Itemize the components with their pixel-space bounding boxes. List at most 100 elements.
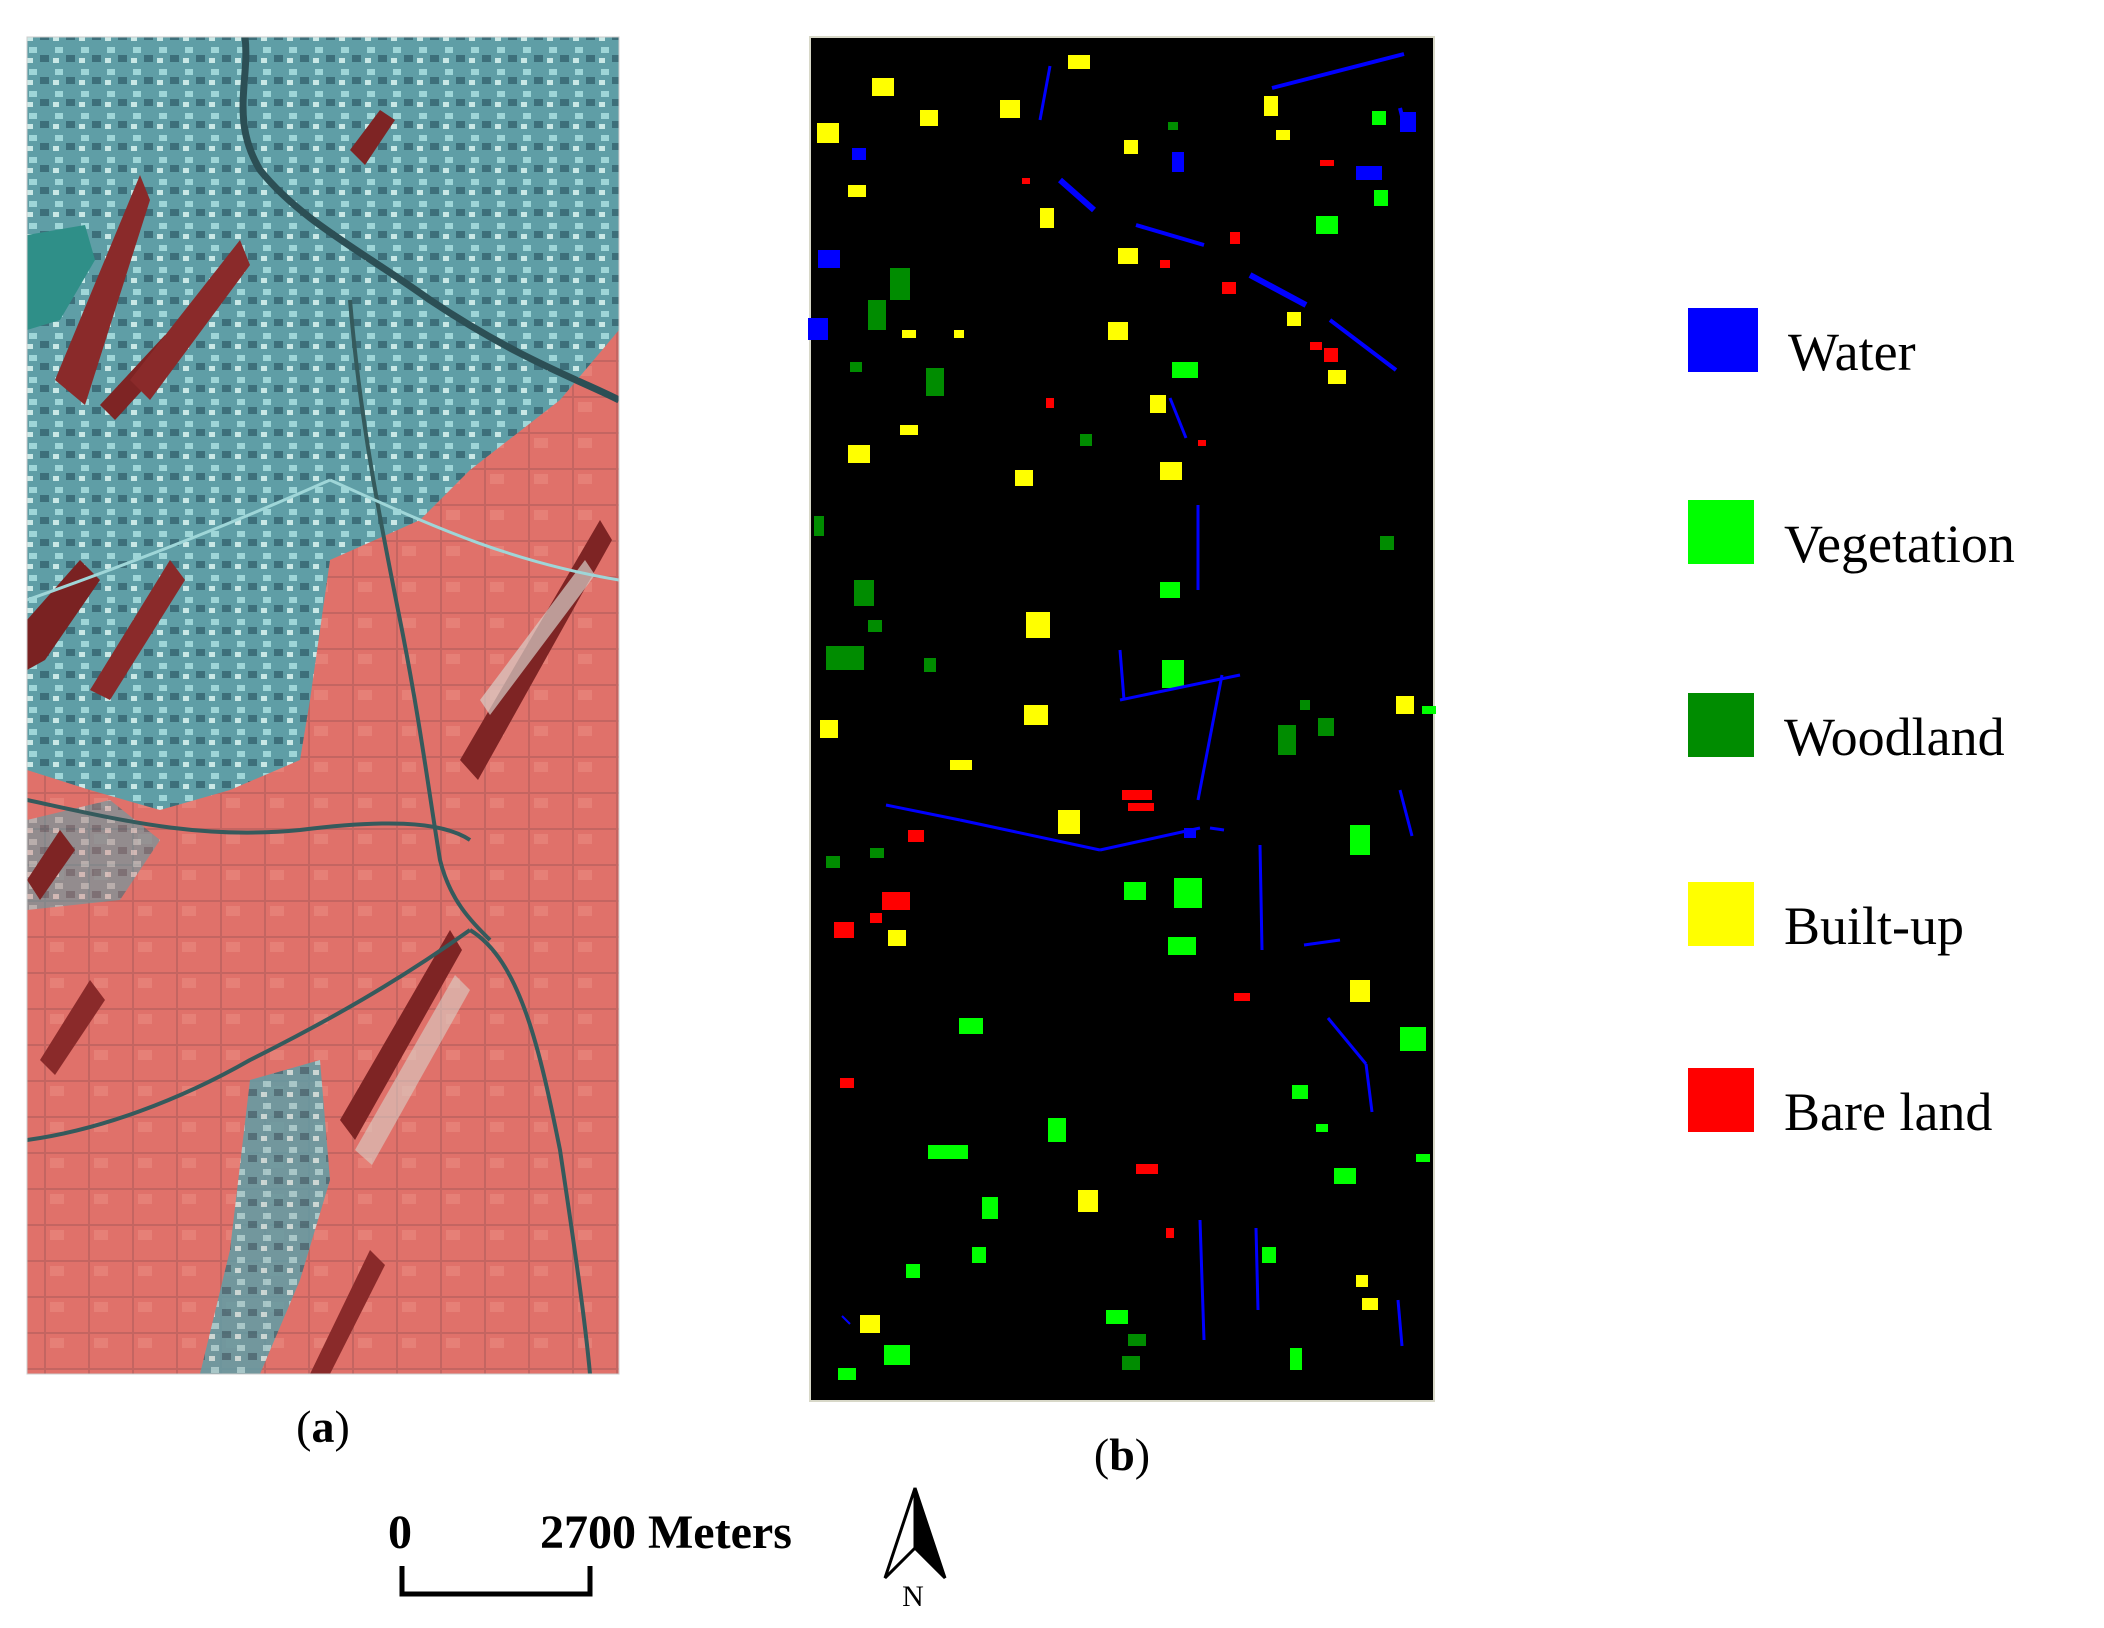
- sample-patch: [870, 913, 882, 923]
- sample-patch: [1160, 582, 1180, 598]
- sample-patch: [1015, 470, 1033, 486]
- sample-patch: [1198, 440, 1206, 446]
- sample-patch: [1172, 152, 1184, 172]
- north-arrow-icon: N: [883, 1487, 947, 1613]
- sample-patch: [890, 268, 910, 300]
- legend-label-water: Water: [1788, 322, 1916, 382]
- sample-patch: [850, 362, 862, 372]
- sample-patch: [1328, 370, 1346, 384]
- sample-patch: [1168, 122, 1178, 130]
- sample-patch: [1078, 1190, 1098, 1212]
- sample-patch: [1350, 825, 1370, 855]
- legend-label-vegetation: Vegetation: [1784, 514, 2015, 574]
- sample-patch: [1000, 100, 1020, 118]
- sample-patch: [1356, 1275, 1368, 1287]
- sample-patch: [854, 580, 874, 606]
- sample-patch: [882, 892, 910, 910]
- water-channel: [1326, 1017, 1368, 1065]
- water-channel: [1258, 844, 1264, 951]
- sample-patch: [1292, 1085, 1308, 1099]
- water-channel: [1328, 318, 1398, 372]
- sample-patch: [982, 1197, 998, 1219]
- water-channel: [1196, 674, 1224, 801]
- sample-patch: [1174, 878, 1202, 908]
- legend: Water Vegetation Woodland Built-up Bare …: [1688, 308, 2015, 1142]
- sample-patch: [817, 123, 839, 143]
- sample-patch: [1172, 362, 1198, 378]
- sample-patch: [1262, 1247, 1276, 1263]
- sample-patch: [884, 1345, 910, 1365]
- sample-patch: [902, 330, 916, 338]
- sample-patch: [1022, 178, 1030, 184]
- sample-patch: [1416, 1154, 1430, 1162]
- sample-patch: [840, 1078, 854, 1088]
- water-channel: [1198, 1219, 1206, 1341]
- scale-bar-line: [399, 1566, 593, 1597]
- sample-patch: [1287, 312, 1301, 326]
- sample-patch: [906, 1264, 920, 1278]
- sample-patch: [868, 300, 886, 330]
- sample-patch: [1264, 96, 1278, 116]
- sample-patch: [1290, 1348, 1302, 1370]
- sample-patch: [1124, 882, 1146, 900]
- sample-patch: [1278, 725, 1296, 755]
- sample-patch: [1234, 993, 1250, 1001]
- legend-label-bare-land: Bare land: [1784, 1082, 1992, 1142]
- legend-label-woodland: Woodland: [1784, 707, 2005, 767]
- sample-patch: [1026, 612, 1050, 638]
- sample-patch: [1374, 190, 1388, 206]
- sample-patch: [1276, 130, 1290, 140]
- scale-bar: 0 2700 Meters: [388, 1506, 792, 1597]
- legend-swatch-water: [1688, 308, 1758, 372]
- sample-patch: [848, 445, 870, 463]
- sample-patch: [1080, 434, 1092, 446]
- sample-patch: [888, 930, 906, 946]
- sample-patch: [1160, 260, 1170, 268]
- sample-patch: [1184, 828, 1196, 838]
- sample-patch: [808, 318, 828, 340]
- sample-patch: [1356, 166, 1382, 180]
- water-channel: [1254, 1227, 1260, 1311]
- sample-patch: [1106, 1310, 1128, 1324]
- water-channel: [1303, 938, 1341, 947]
- sample-patch: [1222, 282, 1236, 294]
- sample-patch: [950, 760, 972, 770]
- water-channel: [1398, 107, 1406, 125]
- panel-b-samples: [808, 52, 1436, 1380]
- sample-patch: [852, 148, 866, 160]
- water-channel: [885, 803, 961, 822]
- sample-patch: [838, 1368, 856, 1380]
- panel-a-satellite-image: [27, 37, 619, 1374]
- sample-patch: [1334, 1168, 1356, 1184]
- panel-b-label: (b): [1094, 1429, 1150, 1480]
- sample-patch: [1316, 216, 1338, 234]
- sample-patch: [1122, 790, 1152, 800]
- sample-patch: [848, 185, 866, 197]
- legend-swatch-vegetation: [1688, 500, 1754, 564]
- water-channel: [1271, 52, 1405, 90]
- sample-patch: [814, 516, 824, 536]
- sample-patch: [818, 250, 840, 268]
- sample-patch: [1046, 398, 1054, 408]
- sample-patch: [1040, 208, 1054, 228]
- water-channel: [1038, 65, 1052, 121]
- water-channel: [1209, 826, 1225, 832]
- water-channel: [1396, 1299, 1404, 1347]
- sample-patch: [1362, 1298, 1378, 1310]
- legend-swatch-woodland: [1688, 693, 1754, 757]
- sample-patch: [1058, 810, 1080, 834]
- sample-patch: [872, 78, 894, 96]
- legend-label-built-up: Built-up: [1784, 896, 1964, 956]
- water-channel: [1058, 177, 1096, 213]
- legend-swatch-bare-land: [1688, 1068, 1754, 1132]
- sample-patch: [860, 1315, 880, 1333]
- scale-bar-end-label: 2700 Meters: [540, 1506, 792, 1559]
- sample-patch: [1024, 705, 1048, 725]
- sample-patch: [1160, 462, 1182, 480]
- sample-patch: [1400, 1027, 1426, 1051]
- water-channel: [1099, 826, 1201, 852]
- panel-a-label: (a): [296, 1401, 350, 1452]
- water-channel: [1135, 223, 1205, 247]
- sample-patch: [1128, 1334, 1146, 1346]
- sample-patch: [1166, 1228, 1174, 1238]
